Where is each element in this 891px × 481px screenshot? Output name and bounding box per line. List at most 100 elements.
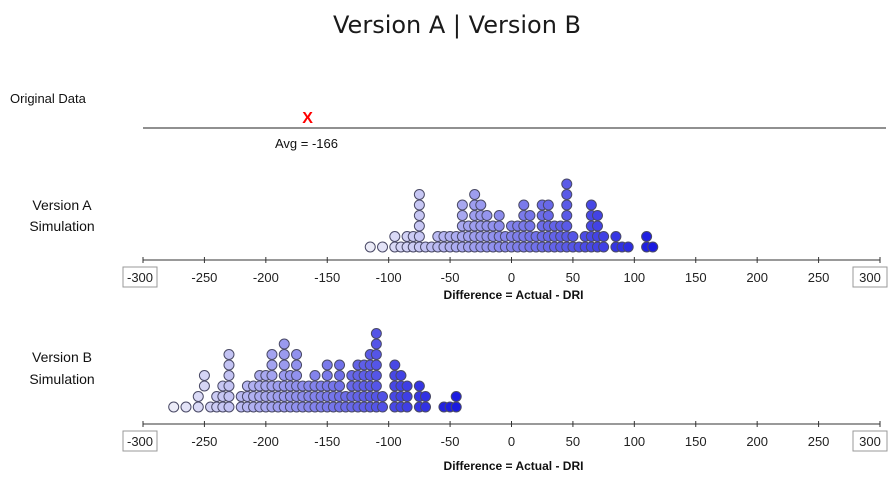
version-b-tick-label: -100	[376, 434, 402, 449]
version-a-dot	[413, 231, 425, 242]
version-a-dot	[364, 241, 376, 253]
version-b-dot	[370, 349, 382, 360]
version-a-dot	[622, 241, 634, 253]
version-a-dot	[389, 231, 401, 242]
version-b-dot	[223, 359, 235, 371]
version-b-dot	[223, 370, 235, 381]
version-b-tick-label: 0	[508, 434, 515, 449]
version-b-dots	[168, 328, 462, 413]
version-a-dots	[364, 178, 659, 253]
version-a-dot	[469, 189, 481, 200]
version-a-dot	[591, 220, 603, 232]
version-b-sublabel: Simulation	[29, 371, 94, 387]
version-a-dot	[413, 199, 425, 211]
version-b-endpoint-box	[852, 430, 888, 452]
version-a-tick-label: -150	[314, 270, 340, 285]
version-b-dot	[370, 359, 382, 371]
version-b-dot	[168, 401, 180, 413]
version-a-dot	[524, 210, 536, 221]
version-a-sublabel: Simulation	[29, 218, 94, 234]
version-a-tick-label: 100	[623, 270, 645, 285]
version-b-dot	[334, 380, 346, 392]
version-b-dot	[401, 391, 413, 402]
version-b-dot	[370, 338, 382, 350]
version-a-dot	[456, 199, 468, 211]
version-a-tick-label: -300	[127, 270, 153, 285]
version-a-dot	[610, 231, 622, 242]
version-a-dot	[518, 199, 530, 211]
version-b-tick-label: -200	[253, 434, 279, 449]
version-b-dot	[420, 401, 432, 413]
version-b-tick-label: 250	[808, 434, 830, 449]
version-a-dot	[413, 189, 425, 200]
version-b-dot	[291, 359, 303, 371]
version-a-dot	[475, 199, 487, 211]
version-b-dot	[192, 401, 204, 413]
version-b-dot	[401, 401, 413, 413]
version-b-tick-label: -300	[127, 434, 153, 449]
version-b-dot	[291, 349, 303, 360]
page-title: Version A | Version B	[333, 11, 581, 39]
version-a-dot	[561, 210, 573, 221]
average-marker: X	[302, 110, 313, 127]
version-a-dot	[585, 199, 597, 211]
version-b-tick-label: 150	[685, 434, 707, 449]
version-b-dot	[180, 401, 192, 413]
version-b-dot	[334, 370, 346, 381]
average-label: Avg = -166	[275, 136, 338, 151]
version-b-dot	[370, 370, 382, 381]
version-b-dot	[389, 359, 401, 371]
version-a-tick-label: 0	[508, 270, 515, 285]
version-a-ticks: -300 -250 -200 -150 -100 -50 0 50 100 150 200 250 30…	[122, 257, 888, 288]
version-a-dot	[481, 210, 493, 221]
version-b-ticks: -300 -250 -200 -150 -100 -50 0 50 100 150 200 250 30…	[122, 421, 888, 452]
version-b-tick-label: 200	[746, 434, 768, 449]
version-b-tick-label: 100	[623, 434, 645, 449]
version-b-dot	[266, 349, 278, 360]
version-a-axis-title: Difference = Actual - DRI	[444, 288, 584, 302]
version-b-dot	[370, 380, 382, 392]
version-a-dot	[413, 220, 425, 232]
version-a-endpoint-box	[852, 266, 888, 288]
version-b-dot	[223, 380, 235, 392]
version-a-dot	[413, 210, 425, 221]
version-a-tick-label: 50	[566, 270, 580, 285]
version-b-dot	[223, 391, 235, 402]
version-b-dot	[192, 391, 204, 402]
version-a-tick-label: -100	[376, 270, 402, 285]
version-a-tick-label: 200	[746, 270, 768, 285]
version-b-tick-label: 300	[859, 434, 881, 449]
version-a-dot	[542, 210, 554, 221]
version-a-tick-label: 150	[685, 270, 707, 285]
version-b-dot	[291, 370, 303, 381]
version-b-dot	[450, 401, 462, 413]
version-a-dot	[591, 210, 603, 221]
version-a-dot	[567, 231, 579, 242]
version-b-dot	[370, 328, 382, 339]
version-a-dot	[598, 231, 610, 242]
version-a-dot	[493, 220, 505, 232]
version-a-tick-label: -50	[441, 270, 460, 285]
version-a-dot	[598, 241, 610, 253]
version-a-dot	[561, 178, 573, 190]
version-b-label: Version B	[32, 349, 92, 365]
version-b-dot	[278, 359, 290, 371]
version-a-dot	[493, 210, 505, 221]
version-a-dot	[561, 199, 573, 211]
version-a-dot	[456, 210, 468, 221]
version-b-dot	[321, 359, 333, 371]
version-b-dotplot: -300 -250 -200 -150 -100 -50 0 50 100 150 200 250 30…	[122, 328, 888, 473]
version-a-dot	[561, 189, 573, 200]
version-a-tick-label: 250	[808, 270, 830, 285]
version-b-axis-title: Difference = Actual - DRI	[444, 459, 584, 473]
version-b-dot	[321, 370, 333, 381]
version-b-dot	[401, 380, 413, 392]
version-b-dot	[198, 370, 210, 381]
version-b-dot	[395, 370, 407, 381]
version-b-dot	[266, 370, 278, 381]
version-b-tick-label: -250	[191, 434, 217, 449]
version-b-dot	[223, 401, 235, 413]
version-b-dot	[420, 391, 432, 402]
version-b-dot	[377, 391, 389, 402]
version-b-tick-label: -150	[314, 434, 340, 449]
